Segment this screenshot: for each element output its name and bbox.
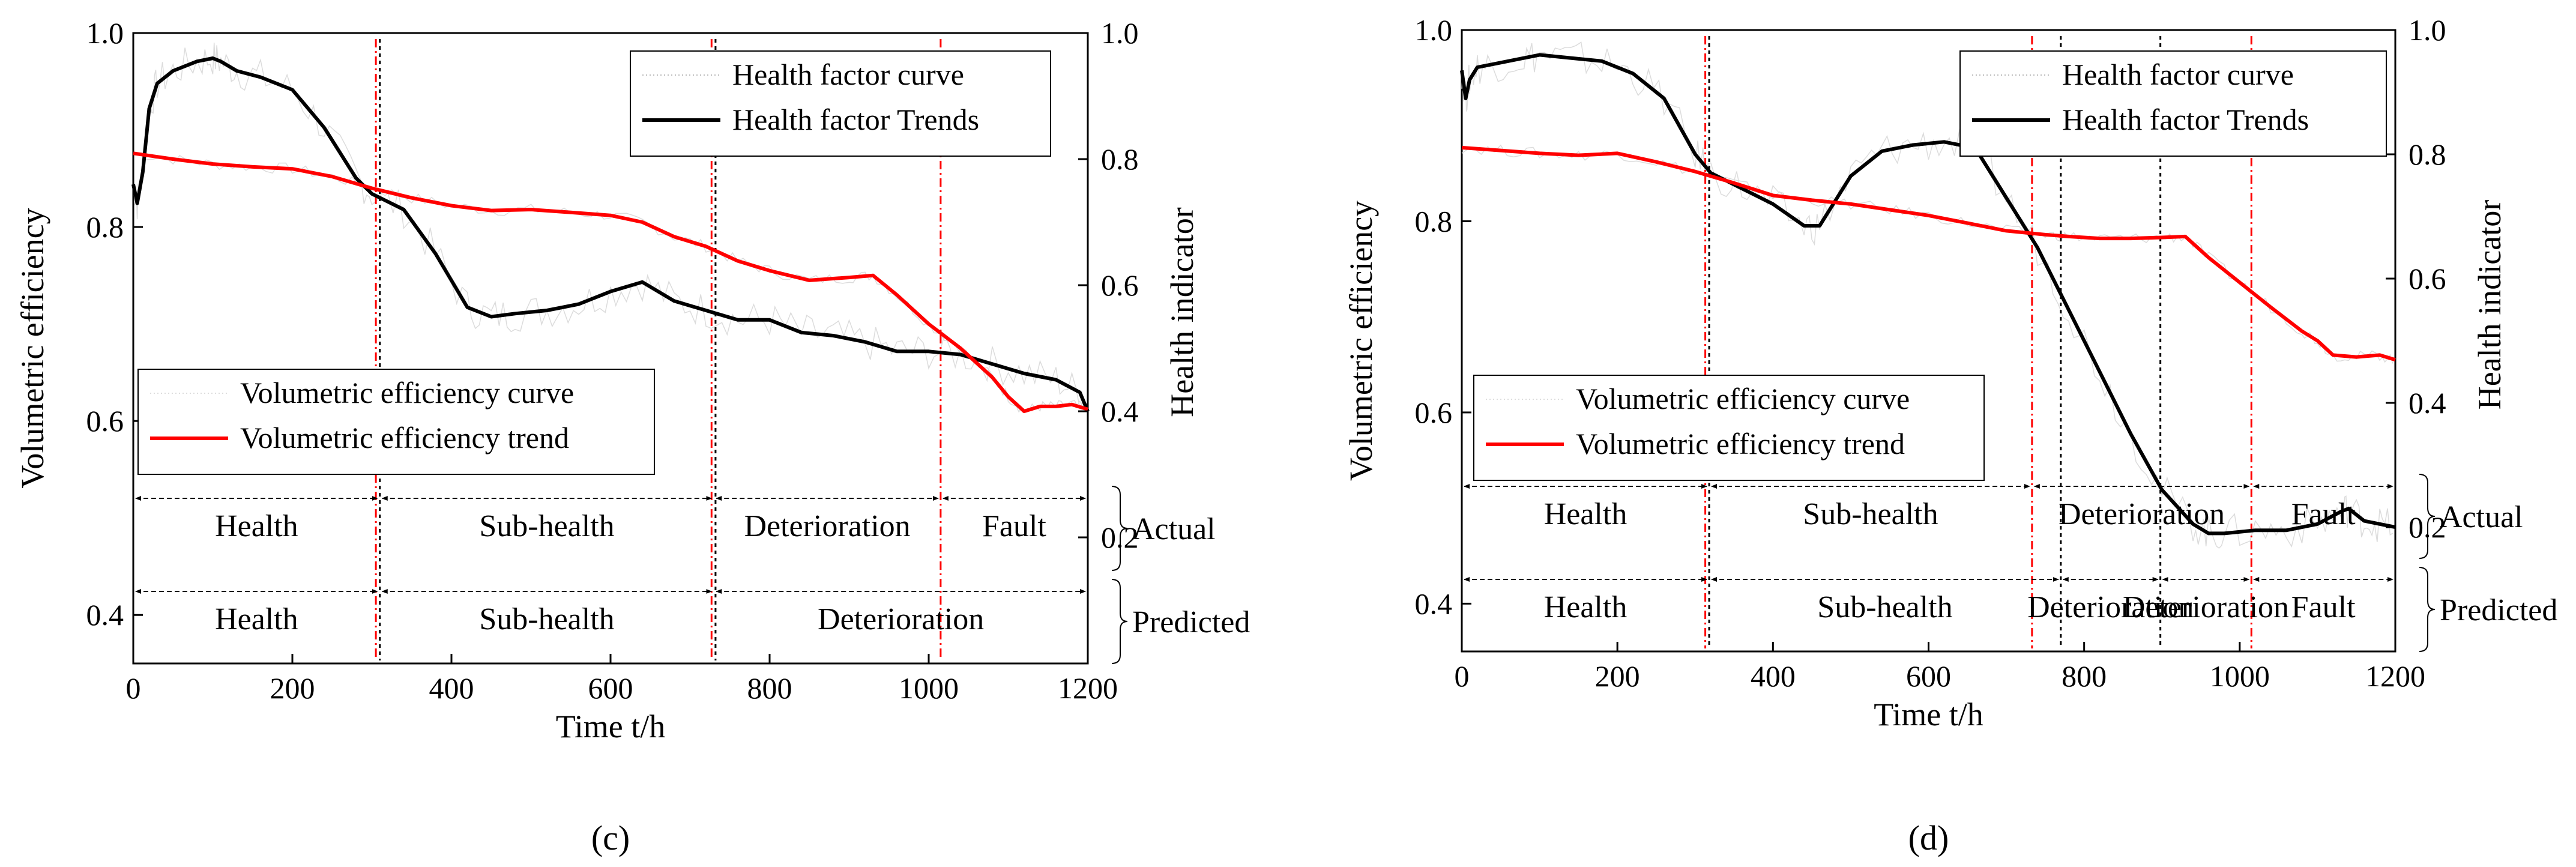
row-title: Predicted xyxy=(2440,593,2557,627)
legend-box xyxy=(1473,375,1985,481)
x-axis-title: Time t/h xyxy=(1874,696,1983,733)
x-tick-label: 400 xyxy=(1751,659,1796,693)
phase-label: Health xyxy=(215,602,298,636)
y-tick-label: 0.4 xyxy=(86,598,124,632)
x-tick-label: 200 xyxy=(1595,659,1640,693)
legend-entry: Health factor curve xyxy=(2062,58,2294,91)
phase-label: Deterioration xyxy=(2059,497,2225,531)
y2-tick-label: 0.4 xyxy=(2409,386,2446,420)
row-brace xyxy=(1111,486,1128,571)
x-tick-label: 800 xyxy=(2062,659,2107,693)
y-tick-label: 0.8 xyxy=(86,210,124,244)
volumetric-efficiency-trend-line xyxy=(133,151,1088,413)
legend-entry: Volumetric efficiency trend xyxy=(1576,427,1905,461)
y-tick-label: 1.0 xyxy=(86,16,124,50)
legend-entry: Volumetric efficiency curve xyxy=(1576,382,1910,415)
row-brace xyxy=(2419,474,2436,559)
y2-axis-title: Health indicator xyxy=(2472,200,2508,409)
legend-entry: Health factor Trends xyxy=(2062,103,2309,136)
legend-entry: Health factor curve xyxy=(732,58,964,91)
x-tick-label: 0 xyxy=(126,671,141,705)
y-axis-title: Volumetric efficiency xyxy=(1343,201,1379,481)
legend-entry: Volumetric efficiency curve xyxy=(240,376,574,409)
legend-entry: Volumetric efficiency trend xyxy=(240,421,569,455)
y-tick-label: 1.0 xyxy=(1415,13,1453,47)
phase-label: Fault xyxy=(2291,590,2356,624)
y2-tick-label: 1.0 xyxy=(1101,16,1139,50)
x-tick-label: 1200 xyxy=(1058,671,1118,705)
y2-axis-title: Health indicator xyxy=(1164,207,1200,417)
legend-box xyxy=(630,50,1051,157)
y2-tick-label: 0.6 xyxy=(1101,268,1139,302)
legend-box xyxy=(1959,50,2387,157)
y-tick-label: 0.6 xyxy=(86,404,124,438)
phase-label: Sub-health xyxy=(1803,497,1938,531)
row-title: Actual xyxy=(2440,500,2523,534)
y2-tick-label: 0.4 xyxy=(1101,394,1139,428)
health-factor-trend-line xyxy=(1460,53,2396,536)
row-brace xyxy=(1111,579,1128,664)
x-axis-title: Time t/h xyxy=(556,708,666,745)
y-tick-label: 0.6 xyxy=(1415,396,1453,429)
y2-tick-label: 1.0 xyxy=(2409,13,2446,47)
x-tick-label: 600 xyxy=(588,671,633,705)
row-brace xyxy=(2419,567,2436,652)
phase-label: Sub-health xyxy=(479,509,614,543)
row-title: Predicted xyxy=(1132,605,1250,639)
phase-label: Sub-health xyxy=(1817,590,1952,624)
x-tick-label: 1200 xyxy=(2365,659,2425,693)
y-tick-label: 0.8 xyxy=(1415,204,1453,238)
x-tick-label: 0 xyxy=(1455,659,1470,693)
y-tick-label: 0.4 xyxy=(1415,587,1453,620)
x-tick-label: 800 xyxy=(747,671,792,705)
phase-label: Deterioration xyxy=(2027,590,2194,624)
volumetric-efficiency-curve-line xyxy=(1461,144,2394,364)
legend-box xyxy=(137,369,655,475)
panel-c: 0 200 400 600 800 1000 12000.40.60.81.00.20.40… xyxy=(14,16,1250,857)
x-tick-label: 1000 xyxy=(2210,659,2270,693)
phase-label: Deterioration xyxy=(744,509,910,543)
panel-label: (d) xyxy=(1908,818,1949,857)
panel-d: 0 200 400 600 800 1000 12000.40.60.81.00.20.40… xyxy=(1343,13,2557,857)
panel-label: (c) xyxy=(591,818,630,857)
phase-label: Fault xyxy=(982,509,1046,543)
x-tick-label: 200 xyxy=(270,671,315,705)
volumetric-efficiency-trend-line xyxy=(1461,145,2396,362)
y2-tick-label: 0.8 xyxy=(1101,142,1139,176)
y-axis-title: Volumetric efficiency xyxy=(14,208,50,488)
y2-tick-label: 0.6 xyxy=(2409,262,2446,295)
x-tick-label: 1000 xyxy=(899,671,959,705)
health-factor-trend-line xyxy=(131,56,1090,412)
x-tick-label: 600 xyxy=(1906,659,1951,693)
phase-label: Health xyxy=(1544,590,1627,624)
row-title: Actual xyxy=(1132,512,1216,546)
phase-label: Health xyxy=(215,509,298,543)
phase-label: Sub-health xyxy=(479,602,614,636)
y2-tick-label: 0.8 xyxy=(2409,137,2446,171)
phase-label: Deterioration xyxy=(2123,590,2289,624)
phase-label: Deterioration xyxy=(818,602,984,636)
phase-label: Health xyxy=(1544,497,1627,531)
legend-entry: Health factor Trends xyxy=(732,103,979,136)
phase-label: Fault xyxy=(2291,497,2356,531)
x-tick-label: 400 xyxy=(429,671,474,705)
